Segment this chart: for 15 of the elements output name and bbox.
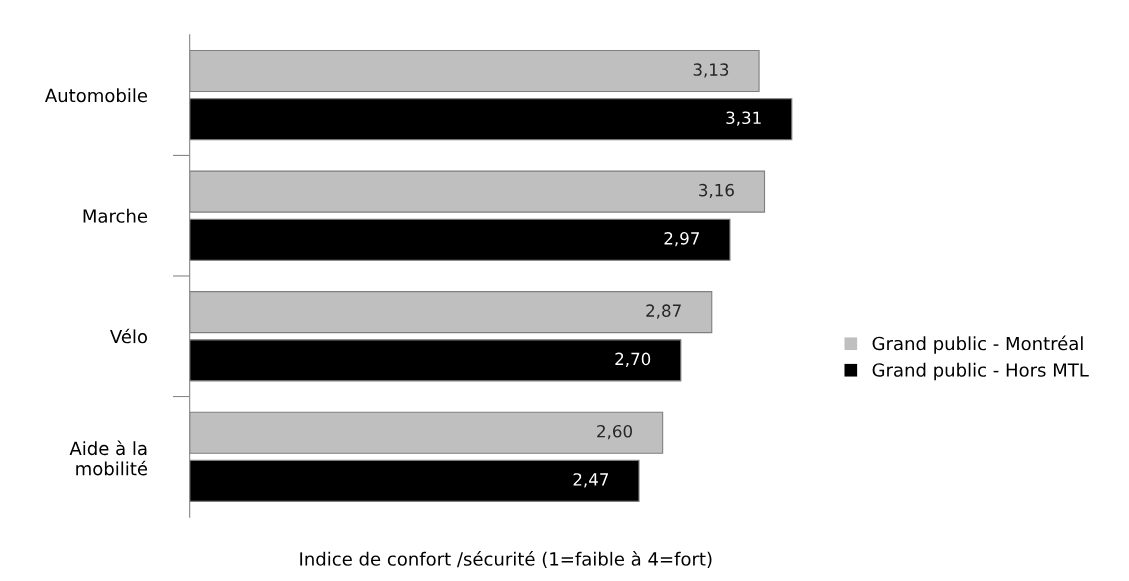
y-tick-label: Aide à la mobilité — [69, 440, 148, 476]
data-label: 3,16 — [699, 183, 734, 199]
legend-label: Grand public - Hors MTL — [872, 362, 1089, 381]
legend-label: Grand public - Montréal — [872, 335, 1083, 354]
data-label: 2,87 — [646, 304, 681, 319]
y-tick-label: Automobile — [44, 88, 148, 103]
y-tick-label: Marche — [83, 208, 148, 223]
x-axis-title: Indice de confort /sécurité (1=faible à 4=fort) — [300, 551, 712, 568]
data-label: 3,13 — [693, 63, 729, 78]
data-label: 3,31 — [726, 111, 761, 126]
data-label: 2,97 — [664, 232, 699, 247]
y-tick-label: Vélo — [110, 328, 148, 344]
data-label: 2,47 — [573, 473, 609, 488]
data-label: 2,60 — [597, 424, 632, 440]
data-label: 2,70 — [615, 352, 651, 367]
